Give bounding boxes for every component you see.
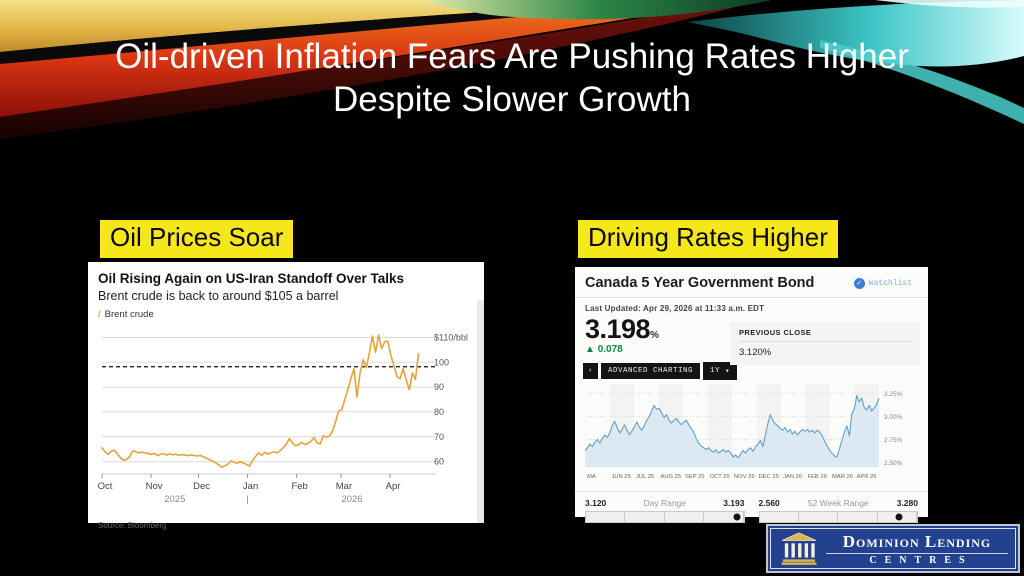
bond-card-header: Canada 5 Year Government Bond ✓ Watchlis…	[575, 267, 928, 298]
svg-text:MAR 26: MAR 26	[832, 474, 853, 480]
day-range: 3.120 Day Range 3.193	[585, 496, 745, 524]
week-range: 2.560 52 Week Range 3.280	[758, 496, 918, 524]
range-label: 1Y	[710, 367, 721, 376]
svg-text:2025: 2025	[164, 494, 185, 505]
day-range-low: 3.120	[585, 498, 607, 509]
brent-crude-legend: / Brent crude	[98, 309, 476, 320]
advanced-charting-button[interactable]: ADVANCED CHARTING	[601, 363, 701, 380]
svg-text:3.00%: 3.00%	[884, 414, 903, 421]
legend-label: Brent crude	[104, 309, 154, 320]
page-title: Oil-driven Inflation Fears Are Pushing R…	[0, 36, 1024, 121]
svg-text:2026: 2026	[341, 494, 362, 505]
week-range-dot	[895, 513, 903, 521]
bloomberg-oil-chart-card: Oil Rising Again on US-Iran Standoff Ove…	[88, 262, 484, 530]
svg-text:70: 70	[434, 432, 444, 442]
dominion-lending-logo: Dominion Lending Centres	[766, 524, 1020, 573]
week-range-label: 52 Week Range	[807, 498, 869, 509]
svg-text:DEC 25: DEC 25	[759, 474, 779, 480]
oil-chart-title: Oil Rising Again on US-Iran Standoff Ove…	[98, 271, 405, 286]
svg-text:Nov: Nov	[146, 481, 163, 492]
bond-card-title: Canada 5 Year Government Bond	[585, 275, 815, 291]
yield-number: 3.198	[585, 314, 651, 344]
svg-text:MA: MA	[587, 474, 596, 480]
week-range-high: 3.280	[896, 498, 918, 509]
previous-close-label: PREVIOUS CLOSE	[739, 328, 911, 342]
svg-text:OCT 25: OCT 25	[710, 474, 730, 480]
svg-text:SEP 25: SEP 25	[685, 474, 705, 480]
svg-text:JAN 26: JAN 26	[783, 474, 802, 480]
last-updated-text: Last Updated: Apr 29, 2026 at 11:33 a.m.…	[585, 304, 765, 313]
svg-text:2.75%: 2.75%	[884, 437, 903, 444]
change-number: 0.078	[597, 344, 623, 356]
bond-yield-change: ▲ 0.078	[585, 344, 918, 355]
previous-close-box: PREVIOUS CLOSE 3.120%	[730, 322, 920, 365]
oil-chart: $110/bbl 100 90 80 70 60 Oct Nov Dec Jan Feb Mar Apr…	[98, 332, 468, 505]
svg-text:Oct: Oct	[98, 481, 113, 492]
svg-text:Dec: Dec	[193, 481, 210, 492]
check-icon: ✓	[853, 277, 865, 289]
svg-text:JUN 25: JUN 25	[612, 474, 631, 480]
chart-toolbar: ‹ ADVANCED CHARTING 1Y ▾	[575, 357, 928, 382]
previous-close-value: 3.120%	[739, 347, 772, 358]
svg-text:100: 100	[434, 357, 449, 367]
svg-text:80: 80	[434, 407, 444, 417]
svg-text:Mar: Mar	[336, 481, 352, 492]
bond-chart: 3.25% 3.00% 2.75% 2.50% MA JUN 25 JUL 25 AUG 25…	[584, 384, 903, 480]
svg-text:|: |	[246, 494, 248, 505]
oil-chart-source: Source: Bloomberg	[98, 521, 167, 530]
chevron-down-icon: ▾	[725, 368, 731, 377]
bond-yield-value: 3.198%	[585, 315, 918, 343]
svg-text:$110/bbl: $110/bbl	[434, 332, 468, 342]
day-range-high: 3.193	[723, 498, 745, 509]
decorative-ribbon	[0, 0, 1024, 139]
watchlist-button[interactable]: ✓ Watchlist	[848, 277, 918, 290]
svg-text:NOV 25: NOV 25	[734, 474, 755, 480]
svg-text:JUL 25: JUL 25	[636, 474, 654, 480]
svg-text:90: 90	[434, 382, 444, 392]
chevron-left-icon: ‹	[588, 367, 594, 376]
week-range-low: 2.560	[758, 498, 780, 509]
title-line-2: Despite Slower Growth	[333, 79, 691, 119]
svg-text:Jan: Jan	[243, 481, 258, 492]
range-select-button[interactable]: 1Y ▾	[703, 362, 738, 381]
svg-text:Apr: Apr	[386, 481, 401, 492]
day-range-dot	[733, 513, 741, 521]
svg-text:3.25%: 3.25%	[884, 391, 903, 398]
watchlist-label: Watchlist	[868, 278, 912, 288]
bond-quote-info: Last Updated: Apr 29, 2026 at 11:33 a.m.…	[575, 298, 928, 365]
svg-text:60: 60	[434, 457, 444, 467]
logo-line-1: Dominion Lending	[826, 532, 1008, 554]
day-range-label: Day Range	[643, 498, 687, 509]
logo-text: Dominion Lending Centres	[826, 532, 1008, 566]
day-range-slider	[585, 511, 745, 524]
logo-line-2: Centres	[869, 554, 973, 566]
advanced-charting-label: ADVANCED CHARTING	[608, 367, 694, 376]
back-button[interactable]: ‹	[583, 363, 599, 380]
oil-prices-soar-label: Oil Prices Soar	[100, 220, 294, 258]
svg-text:FEB 26: FEB 26	[808, 474, 827, 480]
svg-text:APR 26: APR 26	[857, 474, 877, 480]
up-arrow-icon: ▲	[585, 344, 595, 356]
week-range-slider	[758, 511, 918, 524]
screenshot-edge-strip	[477, 300, 484, 523]
title-line-1: Oil-driven Inflation Fears Are Pushing R…	[115, 37, 909, 76]
oil-chart-subtitle: Brent crude is back to around $105 a bar…	[98, 289, 339, 303]
temple-icon	[781, 532, 817, 565]
svg-text:2.50%: 2.50%	[884, 460, 903, 467]
svg-text:AUG 25: AUG 25	[661, 474, 682, 480]
driving-rates-higher-label: Driving Rates Higher	[578, 220, 838, 258]
bond-quote-card: Canada 5 Year Government Bond ✓ Watchlis…	[575, 267, 928, 524]
yield-unit: %	[650, 330, 659, 341]
range-indicators: 3.120 Day Range 3.193 2.560 52 Week Rang…	[575, 491, 928, 524]
svg-text:Feb: Feb	[291, 481, 307, 492]
legend-mark-icon: /	[98, 309, 101, 320]
